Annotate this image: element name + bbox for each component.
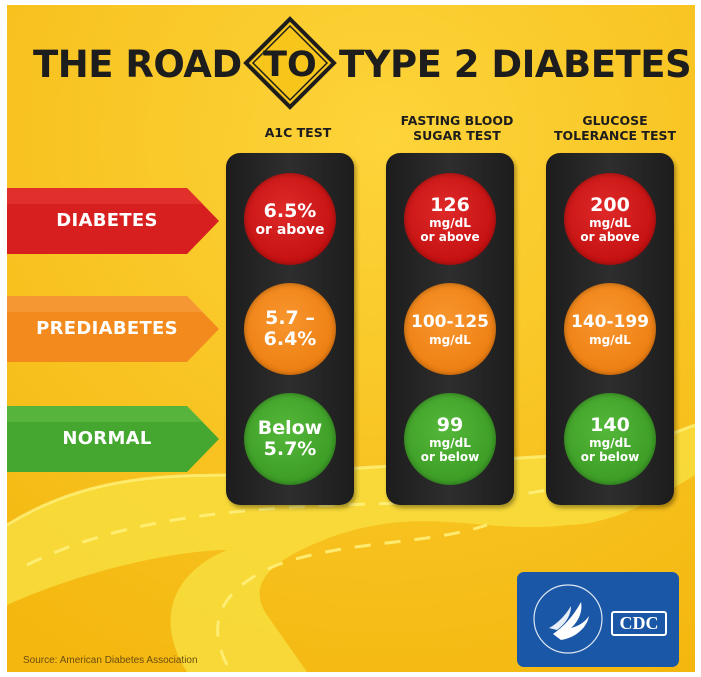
column-header-fasting: FASTING BLOOD SUGAR TEST (400, 113, 514, 143)
arrow-normal: NORMAL (7, 406, 221, 472)
arrow-diabetes: DIABETES (7, 188, 221, 254)
traffic-light-fasting: 126 mg/dL or above 100-125 mg/dL 99 mg/d… (386, 153, 514, 505)
road-shape (7, 425, 695, 672)
cdc-logo: CDC (517, 572, 679, 667)
arrow-shape (7, 296, 219, 362)
arrow-prediabetes: PREDIABETES (7, 296, 221, 362)
lamp-a1c-diabetes: 6.5% or above (244, 173, 336, 265)
lamp-a1c-normal: Below 5.7% (244, 393, 336, 485)
row-label-diabetes: DIABETES (56, 210, 158, 231)
hhs-seal-icon (533, 584, 603, 654)
road-sign-icon (243, 16, 337, 110)
cdc-wordmark: CDC (611, 611, 667, 636)
arrow-shape (7, 406, 219, 472)
title-right: TYPE 2 DIABETES (339, 43, 692, 86)
source-citation: Source: American Diabetes Association (23, 655, 198, 666)
column-header-glucose: GLUCOSE TOLERANCE TEST (553, 113, 677, 143)
traffic-light-glucose: 200 mg/dL or above 140-199 mg/dL 140 mg/… (546, 153, 674, 505)
lamp-a1c-prediabetes: 5.7 – 6.4% (244, 283, 336, 375)
traffic-light-a1c: 6.5% or above 5.7 – 6.4% Below 5.7% (226, 153, 354, 505)
row-label-prediabetes: PREDIABETES (36, 318, 178, 339)
title-left: THE ROAD (33, 43, 242, 86)
lamp-fasting-prediabetes: 100-125 mg/dL (404, 283, 496, 375)
row-label-normal: NORMAL (62, 428, 152, 449)
infographic-poster: THE ROAD TO TYPE 2 DIABETES A1C TEST FAS… (7, 5, 695, 672)
lamp-glucose-diabetes: 200 mg/dL or above (564, 173, 656, 265)
lamp-fasting-diabetes: 126 mg/dL or above (404, 173, 496, 265)
lamp-glucose-normal: 140 mg/dL or below (564, 393, 656, 485)
column-header-a1c: A1C TEST (264, 125, 332, 140)
lamp-glucose-prediabetes: 140-199 mg/dL (564, 283, 656, 375)
title-middle: TO (263, 45, 317, 85)
arrow-shape (7, 188, 219, 254)
lamp-fasting-normal: 99 mg/dL or below (404, 393, 496, 485)
